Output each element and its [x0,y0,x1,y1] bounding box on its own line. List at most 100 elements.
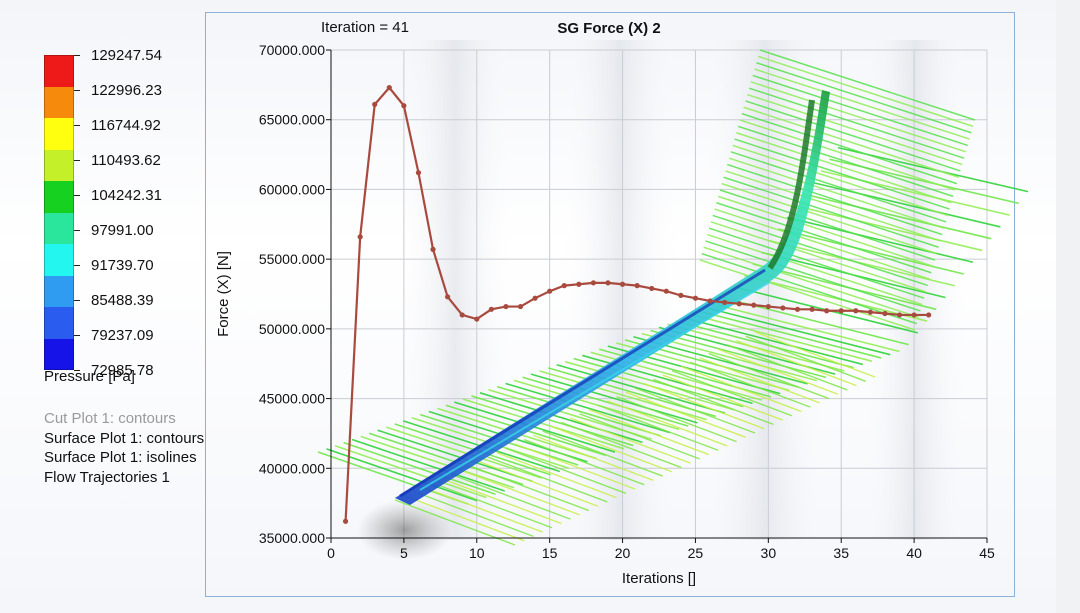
data-point [926,312,932,318]
flow-trajectory [450,473,571,520]
data-point [780,305,786,311]
flow-trajectory [690,361,811,408]
flow-trajectory [732,144,948,217]
flow-trajectory [653,378,774,426]
flow-trajectory [714,208,930,280]
flow-trajectory [351,438,505,492]
legend-tick [74,125,80,126]
flow-trajectory [737,125,954,198]
data-point [896,312,903,318]
data-point [867,309,873,315]
x-tick-label: 5 [400,545,408,561]
flow-trajectory [459,469,580,516]
x-tick-label: 45 [979,545,995,561]
pressure-isoline [399,268,766,498]
flow-trajectory [522,376,689,427]
data-point [707,298,713,304]
legend-tick [74,370,80,371]
x-tick-label: 30 [761,545,777,561]
flow-trajectory [820,170,1010,216]
flow-trajectory [717,348,839,395]
pressure-legend: 129247.54 122996.23 116744.92 110493.62 1042… [44,47,244,379]
x-axis-label: Iterations [] [622,570,696,587]
plot-item-flow-trajectories[interactable]: Flow Trajectories 1 [44,468,170,486]
legend-value-label: 116744.92 [91,117,161,134]
legend-title: Pressure [Pa] [44,368,135,385]
data-point [517,303,524,310]
flow-trajectory [477,460,599,507]
flow-trajectory [730,151,947,223]
flow-trajectory [769,239,955,287]
flow-trajectory [440,477,562,525]
flow-trajectory [573,357,744,408]
data-point [342,518,349,524]
flow-trajectory [625,391,747,438]
x-tick-label: 0 [327,545,335,561]
legend-tick [74,90,80,91]
flow-trajectory [725,170,941,242]
data-point [488,306,494,312]
chart-panel [205,12,1015,597]
y-tick-label: 55000.000 [259,251,325,267]
flow-trajectory [496,385,662,437]
flow-trajectory [812,181,1001,228]
axes [326,49,988,543]
y-tick-label: 50000.000 [259,321,325,337]
legend-swatch [44,149,74,181]
pressure-isoline [767,99,815,270]
legend-tick [74,160,80,161]
flow-trajectory [759,49,976,121]
flow-trajectory [721,182,938,255]
flow-trajectory [431,482,553,529]
flow-trajectory [533,434,654,482]
plot-item-cut-plot[interactable]: Cut Plot 1: contours [44,410,176,427]
y-tick-label: 40000.000 [259,460,325,476]
data-point [459,312,465,318]
flow-trajectory [377,429,533,483]
plot-item-surface-contours[interactable]: Surface Plot 1: contours [44,429,205,447]
flow-trajectory [560,421,682,469]
flow-trajectory [514,443,636,490]
legend-value-label: 129247.54 [91,47,162,64]
legend-swatch [44,244,74,276]
legend-value-label: 97991.00 [91,222,154,239]
flow-trajectory [716,202,932,274]
flow-trajectory [745,100,961,172]
flow-trajectory [803,193,992,240]
flow-trajectory [684,317,863,366]
data-point [663,288,669,294]
flow-trajectory [556,364,726,414]
data-point [415,170,422,176]
data-point [547,288,553,294]
data-point [692,295,699,301]
legend-value-label: 122996.23 [91,82,162,99]
data-point [532,295,538,301]
y-tick-label: 45000.000 [259,391,325,407]
data-point [678,292,684,298]
data-point [503,303,509,310]
flow-trajectory [708,227,925,299]
legend-tick [74,195,80,196]
flow-trajectory [705,240,921,312]
flow-trajectory [551,426,673,473]
flow-trajectory [588,408,710,456]
legend-value-label: 110493.62 [91,152,161,169]
data-point [736,301,742,307]
flow-trajectory [692,314,873,362]
plot-item-surface-isolines[interactable]: Surface Plot 1: isolines [44,449,197,466]
grid [330,49,988,539]
legend-value-label: 104242.31 [91,187,162,204]
data-point [838,308,844,314]
x-tick-label: 20 [615,545,631,561]
flow-trajectory [530,373,698,424]
flow-trajectory [703,246,919,318]
legend-tick [74,335,80,336]
legend-swatch [44,212,74,244]
flow-trajectory [471,395,634,447]
flow-trajectory [505,447,627,494]
force-series [342,85,932,524]
flow-trajectory [343,441,496,496]
legend-tick [74,230,80,231]
flow-trajectory [487,456,608,503]
flow-trajectory [699,357,820,404]
